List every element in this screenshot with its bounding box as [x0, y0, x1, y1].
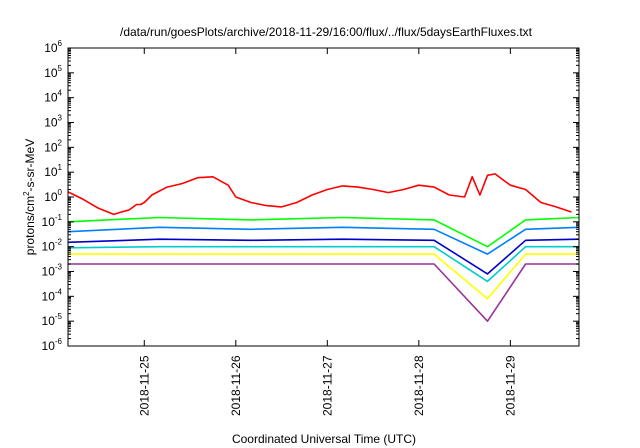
- y-tick-label: 10-2: [42, 238, 63, 254]
- y-tick-exp: 6: [58, 39, 63, 48]
- y-axis-label: protons/cm2-s-sr-MeV: [22, 139, 37, 255]
- y-tick-label: 103: [44, 114, 62, 130]
- y-tick-base: 10: [44, 66, 58, 80]
- y-tick-base: 10: [44, 190, 58, 204]
- y-tick-label: 10-1: [42, 213, 63, 229]
- y-tick-base: 10: [44, 41, 58, 55]
- y-tick-exp: -5: [55, 312, 63, 321]
- y-tick-base: 10: [42, 240, 56, 254]
- y-tick-base: 10: [42, 215, 56, 229]
- y-tick-exp: 5: [58, 64, 63, 73]
- y-tick-label: 100: [44, 188, 62, 204]
- x-tick-label: 2018-11-26: [229, 355, 243, 416]
- series-line-2: [67, 216, 580, 248]
- y-tick-base: 10: [44, 140, 58, 154]
- chart-title: /data/run/goesPlots/archive/2018-11-29/1…: [120, 25, 533, 39]
- series-line-3: [67, 226, 580, 255]
- y-tick-label: 104: [44, 89, 62, 105]
- y-tick-label: 10-4: [42, 287, 63, 303]
- y-axis-label-prefix: protons/cm: [23, 196, 37, 255]
- y-tick-exp: -1: [55, 213, 63, 222]
- y-tick-exp: -3: [55, 263, 63, 272]
- y-tick-label: 101: [44, 163, 62, 179]
- y-tick-label: 10-3: [42, 263, 63, 279]
- x-tick-label: 2018-11-25: [137, 355, 151, 416]
- x-tick-label: 2018-11-28: [412, 355, 426, 416]
- y-tick-exp: 1: [58, 163, 63, 172]
- y-axis-label-suffix: -s-sr-MeV: [23, 139, 37, 192]
- series-line-5: [67, 245, 579, 283]
- y-tick-exp: 0: [58, 188, 63, 197]
- y-tick-exp: -6: [55, 337, 63, 346]
- x-tick-label: 2018-11-27: [320, 355, 334, 416]
- y-tick-label: 10-5: [42, 312, 63, 328]
- x-axis: 2018-11-25 2018-11-26 2018-11-27 2018-11-28…: [137, 48, 517, 416]
- y-tick-exp: 3: [58, 114, 63, 123]
- y-tick-base: 10: [44, 165, 58, 179]
- y-tick-base: 10: [42, 265, 56, 279]
- y-tick-base: 10: [42, 289, 56, 303]
- y-axis-label-sup: 2: [22, 191, 31, 196]
- series-line-6: [68, 253, 579, 300]
- y-tick-label: 105: [44, 64, 62, 80]
- y-tick-label: 102: [44, 138, 62, 154]
- y-tick-base: 10: [42, 339, 56, 353]
- x-tick-label: 2018-11-29: [503, 355, 517, 416]
- y-tick-base: 10: [42, 314, 56, 328]
- series-line-7: [68, 263, 579, 323]
- y-axis: 10-610-510-410-310-210-11001011021031041…: [42, 39, 579, 353]
- y-tick-label: 106: [44, 39, 62, 55]
- y-tick-exp: -2: [55, 238, 63, 247]
- series-layer: [67, 173, 580, 323]
- y-tick-exp: 4: [58, 89, 63, 98]
- x-axis-label: Coordinated Universal Time (UTC): [232, 432, 416, 446]
- y-tick-exp: 2: [58, 138, 63, 147]
- y-tick-base: 10: [44, 116, 58, 130]
- series-line-1: [67, 173, 572, 216]
- series-line-4: [67, 238, 580, 275]
- y-tick-base: 10: [44, 91, 58, 105]
- y-tick-label: 10-6: [42, 337, 63, 353]
- y-tick-exp: -4: [55, 287, 63, 296]
